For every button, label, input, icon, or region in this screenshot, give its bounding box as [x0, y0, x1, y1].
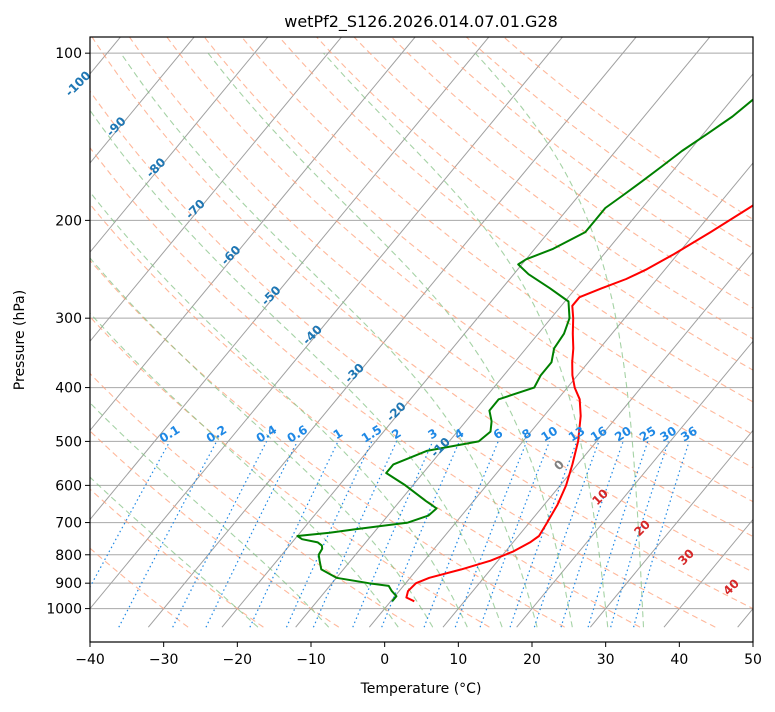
dry-adiabat: [128, 37, 753, 538]
mixing-ratio-line: [312, 441, 398, 628]
isotherm-line: [90, 37, 564, 610]
dry-adiabat: [90, 315, 490, 628]
dry-adiabat: [90, 203, 641, 628]
mixing-ratio-line: [633, 441, 690, 628]
moist-adiabat: [90, 191, 468, 628]
x-tick-label: −40: [75, 652, 105, 668]
x-tick-label: 10: [449, 652, 467, 668]
moist-adiabat: [474, 52, 645, 628]
temperature-profile-line: [405, 204, 753, 603]
x-tick-label: 40: [670, 652, 688, 668]
dry-adiabat: [90, 146, 716, 628]
dry-adiabat: [90, 547, 189, 628]
mixing-ratio-line: [587, 441, 649, 628]
mixing-ratio-line: [352, 441, 434, 628]
mixing-ratio-line: [560, 441, 624, 628]
dry-adiabat: [90, 259, 565, 628]
mixing-ratio-line: [454, 441, 528, 628]
y-tick-label: 500: [55, 434, 82, 450]
dry-adiabat: [90, 90, 753, 610]
y-tick-label: 700: [55, 516, 82, 532]
y-tick-label: 600: [55, 478, 82, 494]
isotherm-line: [90, 37, 490, 521]
y-tick-label: 200: [55, 213, 82, 229]
dry-adiabat: [166, 37, 753, 503]
dewpoint-profile-line: [296, 98, 753, 602]
x-tick-label: 50: [744, 652, 762, 668]
mixing-ratio-line: [610, 441, 669, 628]
dry-adiabat: [90, 372, 415, 628]
dry-adiabat: [390, 37, 753, 309]
isotherm-line: [90, 37, 343, 343]
y-tick-label: 1000: [46, 602, 82, 618]
isotherm-line: [90, 37, 416, 432]
y-tick-label: 800: [55, 548, 82, 564]
plot-frame: [89, 36, 754, 643]
x-axis-label: Temperature (°C): [360, 681, 482, 697]
moist-adiabat: [90, 402, 330, 628]
x-tick-label: 30: [597, 652, 615, 668]
x-tick-label: −30: [149, 652, 179, 668]
isotherm-line: [147, 37, 637, 628]
x-tick-label: −20: [223, 652, 253, 668]
dry-adiabat: [315, 37, 753, 371]
dry-adiabat: [90, 430, 340, 628]
isotherm-line: [516, 340, 753, 628]
isotherm-line: [442, 251, 753, 628]
axes-ticks: −40 −30 −20 −10 0 10 20 30 40 50 100 200 300 400 500 60…: [46, 46, 762, 668]
mixing-ratio-line: [249, 441, 339, 628]
y-axis-label: Pressure (hPa): [12, 290, 28, 390]
isotherm-line: [90, 37, 195, 164]
plot-background-layers: [90, 37, 753, 628]
x-tick-label: 0: [380, 652, 389, 668]
x-tick-label: 20: [523, 652, 541, 668]
isotherm-line: [368, 162, 753, 628]
moist-adiabat: [207, 52, 573, 628]
mixing-ratio-line: [90, 441, 171, 589]
mixing-ratio-line: [381, 441, 460, 628]
moist-adiabat: [90, 109, 503, 628]
isotherm-line: [589, 429, 753, 628]
isotherm-line: [663, 518, 753, 628]
y-tick-label: 400: [55, 381, 82, 397]
dry-adiabat: [278, 37, 753, 403]
dry-adiabat: [91, 37, 753, 573]
x-tick-label: −10: [296, 652, 326, 668]
isotherm-line: [90, 37, 269, 253]
mixing-ratio-line: [533, 441, 600, 628]
profile-layer: [296, 98, 753, 603]
moist-adiabat: [120, 52, 538, 628]
moist-adiabat: [323, 52, 609, 628]
y-tick-label: 100: [55, 46, 82, 62]
y-tick-label: 300: [55, 311, 82, 327]
chart-title: wetPf2_S126.2026.014.07.01.G28: [284, 12, 558, 32]
mixing-ratio-line: [423, 441, 499, 628]
y-tick-label: 900: [55, 576, 82, 592]
mixing-ratio-line: [509, 441, 578, 628]
